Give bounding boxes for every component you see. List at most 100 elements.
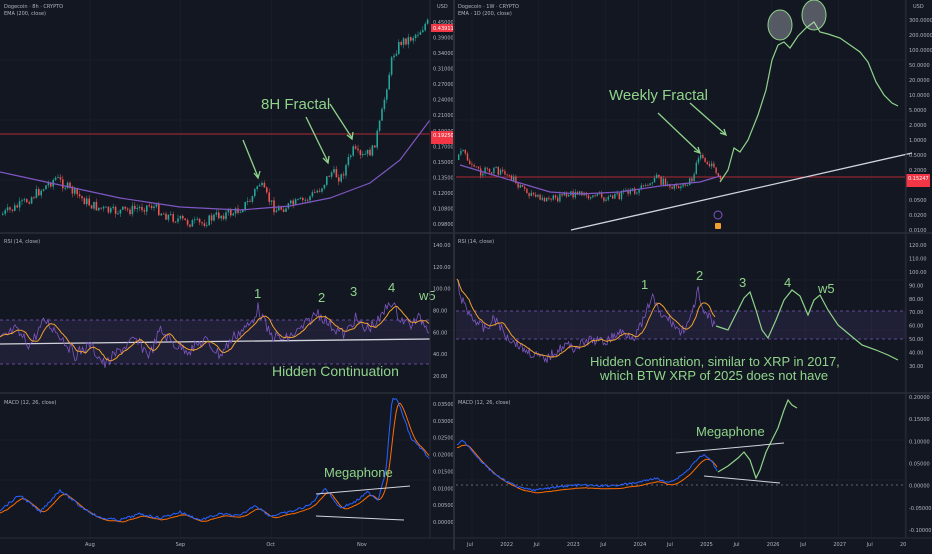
candle-body (105, 206, 107, 208)
candle-body (153, 206, 155, 209)
candle-body (246, 201, 249, 202)
right-time-tick-label: 2024 (634, 542, 647, 548)
candle-body (100, 207, 102, 209)
right-rsi-line (456, 278, 716, 363)
candle-body (530, 192, 532, 197)
right-ema-line (459, 164, 721, 195)
candle-body (658, 174, 660, 177)
right-macd-tick-label: -0.05000 (909, 506, 931, 512)
candle-body (326, 176, 328, 185)
candle-body (40, 190, 42, 196)
candle-body (138, 206, 141, 208)
right-currency[interactable]: USD (913, 4, 924, 10)
candle-body (330, 172, 333, 177)
right-event-marker-2[interactable] (715, 223, 721, 229)
candle-body (110, 208, 112, 213)
candle-body (347, 156, 350, 166)
candle-body (607, 196, 609, 200)
candle-body (114, 206, 117, 214)
candle-body (374, 145, 376, 148)
candle-body (28, 202, 30, 204)
right-macd-pane[interactable]: Megaphone MACD (12, 26, close) 0.200000.… (456, 395, 931, 534)
candle-body (11, 209, 14, 211)
candle-body (306, 199, 309, 201)
candle-body (673, 184, 675, 189)
right-rsi-tick-label: 90.00 (909, 283, 923, 289)
candle-body (290, 200, 292, 204)
candle-body (21, 200, 23, 202)
candle-body (691, 178, 693, 182)
candle-body (309, 196, 311, 201)
candle-body (179, 215, 182, 219)
right-rsi-tick-label: 110.00 (909, 256, 927, 262)
candle-body (174, 221, 177, 223)
candle-body (491, 172, 493, 174)
left-arrow-2-head (322, 155, 330, 165)
left-rsi-ma (0, 305, 430, 362)
candle-body (510, 175, 513, 181)
candle-body (557, 197, 559, 202)
right-wave-2: 2 (696, 268, 703, 283)
candle-body (81, 196, 83, 199)
candle-body (702, 154, 704, 158)
candle-body (249, 201, 251, 202)
candle-body (26, 199, 28, 203)
candle-body (378, 120, 381, 131)
left-wave-1: 1 (254, 286, 261, 301)
left-rsi-tick-label: 80.00 (433, 309, 447, 315)
candle-body (383, 99, 386, 109)
right-price-tick-label: 0.5000 (909, 153, 927, 159)
candle-body (649, 183, 651, 186)
candle-body (422, 30, 424, 33)
candle-body (66, 182, 69, 188)
right-event-marker-1[interactable] (713, 210, 723, 220)
left-macd-title: MACD (12, 26, close) (4, 400, 56, 406)
left-macd-pane[interactable]: Megaphone MACD (12, 26, close) 0.035000.… (0, 397, 454, 527)
candle-body (603, 197, 605, 201)
candle-body (664, 178, 667, 186)
candle-body (170, 214, 172, 215)
candle-body (47, 183, 50, 186)
candle-body (495, 166, 497, 168)
right-rsi-pane[interactable]: RSI (14, close) 1 2 3 4 w5 Hidden Contin… (456, 239, 927, 383)
candle-body (335, 169, 338, 178)
left-price-pane[interactable]: 8H Fractal Dogecoin · 8h · CRYPTO EMA (2… (0, 4, 454, 229)
candle-body (634, 188, 636, 194)
right-arrow-2-head (719, 128, 728, 137)
candle-body (559, 194, 561, 202)
candle-body (333, 169, 335, 173)
candle-body (419, 32, 422, 35)
right-arrow-1 (657, 112, 700, 153)
right-time-tick-label: 2023 (567, 542, 580, 548)
left-currency[interactable]: USD (437, 4, 448, 10)
right-megaphone-annotation: Megaphone (696, 424, 765, 439)
candle-body (354, 146, 357, 149)
candle-body (148, 205, 150, 207)
left-price-tag-bg (431, 24, 453, 32)
left-arrow-3-head (346, 131, 354, 141)
candle-body (304, 199, 306, 201)
candle-body (539, 194, 541, 200)
candle-body (323, 184, 326, 189)
left-rsi-tick-label: 20.00 (433, 374, 447, 380)
candle-body (218, 212, 220, 219)
candle-body (475, 166, 477, 168)
candle-body (227, 209, 230, 213)
left-level-tag-bg (431, 131, 453, 144)
candle-body (508, 174, 510, 176)
left-rsi-pane[interactable]: RSI (14, close) 1 2 3 4 w5 Hidden Contin… (0, 239, 451, 380)
left-header-ema: EMA (200, close) (4, 11, 46, 17)
candle-body (83, 198, 86, 205)
right-price-pane[interactable]: Weekly Fractal Dogecoin · 1W · CRYPTO EM… (456, 0, 932, 234)
candle-body (466, 153, 469, 161)
candle-body (424, 23, 426, 31)
candle-body (134, 205, 136, 209)
candle-body (684, 184, 686, 186)
candle-body (662, 178, 664, 185)
right-time-tick-label: 2025 (700, 542, 713, 548)
candle-body (275, 210, 278, 213)
candle-body (136, 207, 138, 209)
candle-body (23, 199, 26, 201)
left-arrow-3 (329, 103, 353, 139)
